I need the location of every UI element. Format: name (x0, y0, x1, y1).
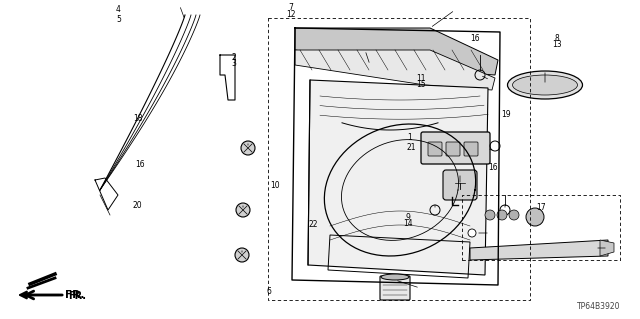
Ellipse shape (508, 71, 582, 99)
Circle shape (235, 248, 249, 262)
Text: 11: 11 (417, 74, 426, 83)
Ellipse shape (513, 75, 577, 95)
Circle shape (497, 210, 507, 220)
FancyBboxPatch shape (446, 142, 460, 156)
Text: 20: 20 (132, 201, 143, 210)
Text: 16: 16 (134, 160, 145, 169)
Text: 10: 10 (270, 181, 280, 189)
Text: 8: 8 (554, 34, 559, 43)
Circle shape (236, 203, 250, 217)
Text: 7: 7 (289, 4, 294, 12)
Text: 18: 18 (133, 114, 142, 122)
Text: TP64B3920: TP64B3920 (577, 302, 620, 311)
FancyBboxPatch shape (464, 142, 478, 156)
Text: 19: 19 (500, 110, 511, 119)
Text: FR.: FR. (68, 291, 86, 301)
Text: 21: 21 (407, 143, 416, 152)
Text: 9: 9 (406, 213, 411, 222)
Circle shape (485, 210, 495, 220)
FancyBboxPatch shape (421, 132, 490, 164)
FancyBboxPatch shape (380, 276, 410, 300)
Text: 2: 2 (231, 53, 236, 62)
Text: 17: 17 (536, 204, 546, 212)
Polygon shape (600, 240, 614, 256)
Circle shape (468, 229, 476, 237)
Text: 16: 16 (488, 163, 498, 172)
Text: 16: 16 (470, 34, 480, 43)
Text: 13: 13 (552, 40, 562, 49)
FancyBboxPatch shape (428, 142, 442, 156)
Text: FR.: FR. (65, 290, 84, 300)
Circle shape (526, 208, 544, 226)
Text: 1: 1 (407, 133, 412, 142)
Text: 12: 12 (287, 10, 296, 19)
Polygon shape (470, 240, 608, 260)
Text: 4
5: 4 5 (116, 5, 121, 24)
Text: 15: 15 (416, 80, 426, 89)
Circle shape (509, 210, 519, 220)
Text: 3: 3 (231, 59, 236, 68)
Circle shape (241, 141, 255, 155)
FancyBboxPatch shape (443, 170, 477, 200)
Text: 6: 6 (266, 287, 271, 296)
Polygon shape (295, 28, 498, 75)
Text: 22: 22 (309, 220, 318, 229)
Ellipse shape (381, 274, 409, 280)
Text: 14: 14 (403, 219, 413, 228)
Polygon shape (308, 80, 488, 275)
Polygon shape (295, 50, 495, 90)
